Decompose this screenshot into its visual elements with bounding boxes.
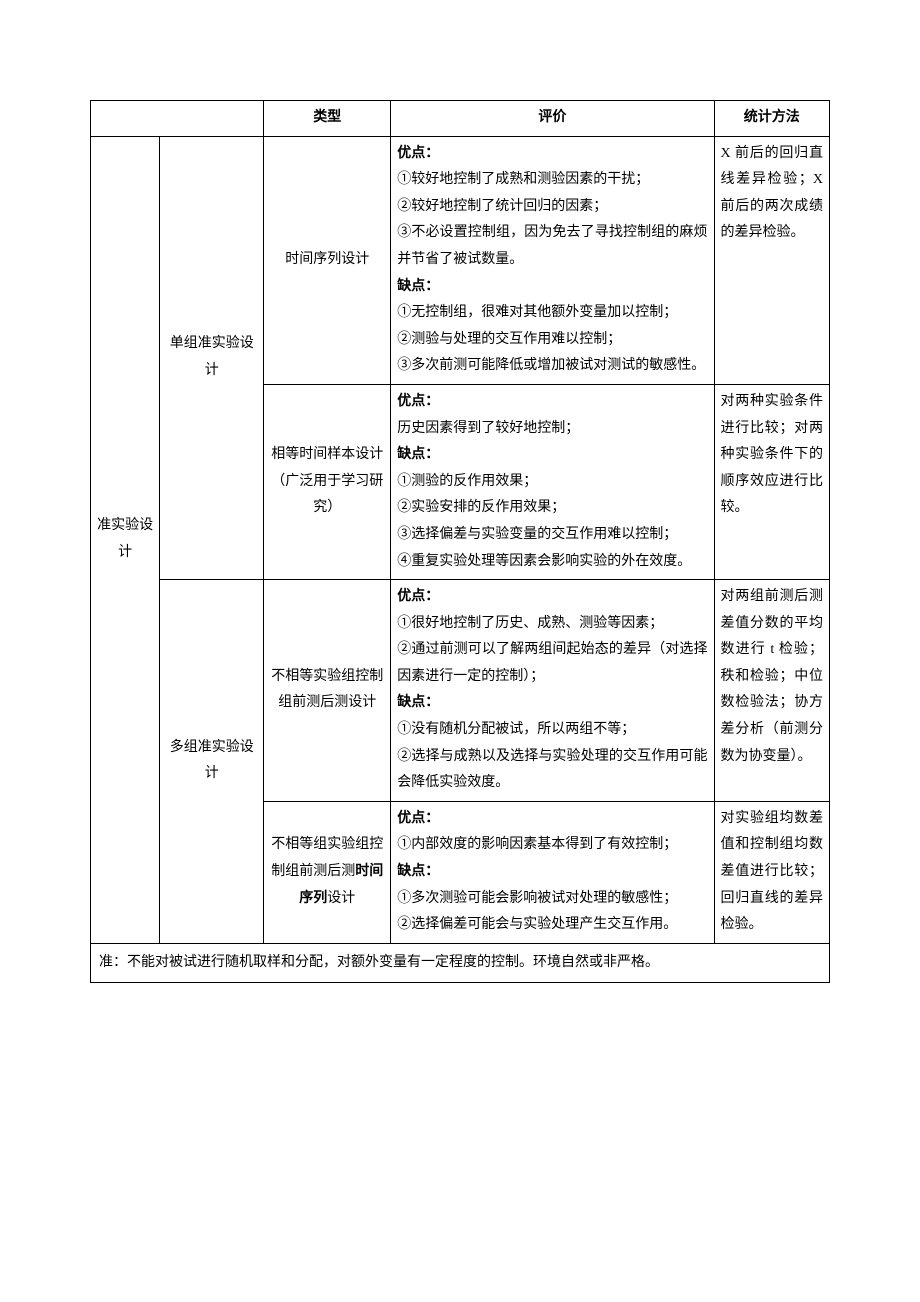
advantage-item: ①很好地控制了历史、成熟、测验等因素； xyxy=(397,616,663,631)
category-main-cell: 准实验设计 xyxy=(91,136,160,943)
advantages-label: 优点： xyxy=(397,589,439,604)
advantages-label: 优点： xyxy=(397,146,439,161)
type-label: 相等时间样本设计 xyxy=(271,447,383,462)
statistics-text: 对两组前测后测差值分数的平均数进行 t 检验；秩和检验；中位数检验法；协方差分析… xyxy=(721,589,823,764)
type-cell: 相等时间样本设计 （广泛用于学习研究） xyxy=(264,384,391,579)
disadvantage-item: ①无控制组，很难对其他额外变量加以控制； xyxy=(397,305,677,320)
advantage-item: ①内部效度的影响因素基本得到了有效控制； xyxy=(397,837,677,852)
group-cell: 单组准实验设计 xyxy=(160,136,264,580)
disadvantages-label: 缺点： xyxy=(397,864,439,879)
type-label: 不相等实验组控制组前测后测设计 xyxy=(271,669,383,711)
footer-cell: 准：不能对被试进行随机取样和分配，对额外变量有一定程度的控制。环境自然或非严格。 xyxy=(91,943,830,983)
disadvantage-item: ②实验安排的反作用效果； xyxy=(397,500,565,515)
group-label: 单组准实验设计 xyxy=(170,336,254,378)
category-main-label: 准实验设计 xyxy=(97,518,153,560)
group-cell: 多组准实验设计 xyxy=(160,580,264,944)
type-note: （广泛用于学习研究） xyxy=(271,474,383,516)
statistics-cell: 对实验组均数差值和控制组均数差值进行比较；回归直线的差异检验。 xyxy=(714,801,829,943)
advantages-label: 优点： xyxy=(397,394,439,409)
statistics-text: X 前后的回归直线差异检验；X 前后的两次成绩的差异检验。 xyxy=(721,146,823,241)
disadvantages-label: 缺点： xyxy=(397,695,439,710)
advantage-item: ②较好地控制了统计回归的因素； xyxy=(397,199,607,214)
disadvantage-item: ①多次测验可能会影响被试对处理的敏感性； xyxy=(397,891,677,906)
advantage-item: 历史因素得到了较好地控制； xyxy=(397,421,579,436)
statistics-cell: 对两种实验条件进行比较；对两种实验条件下的顺序效应进行比较。 xyxy=(714,384,829,579)
header-empty xyxy=(91,101,264,137)
header-statistics: 统计方法 xyxy=(714,101,829,137)
advantages-label: 优点： xyxy=(397,811,439,826)
evaluation-cell: 优点： 历史因素得到了较好地控制； 缺点： ①测验的反作用效果； ②实验安排的反… xyxy=(391,384,714,579)
advantage-item: ③不必设置控制组，因为免去了寻找控制组的麻烦并节省了被试数量。 xyxy=(397,225,707,267)
statistics-cell: 对两组前测后测差值分数的平均数进行 t 检验；秩和检验；中位数检验法；协方差分析… xyxy=(714,580,829,802)
type-cell: 不相等实验组控制组前测后测设计 xyxy=(264,580,391,802)
evaluation-cell: 优点： ①内部效度的影响因素基本得到了有效控制； 缺点： ①多次测验可能会影响被… xyxy=(391,801,714,943)
disadvantage-item: ③选择偏差与实验变量的交互作用难以控制； xyxy=(397,527,677,542)
experiment-design-table: 类型 评价 统计方法 准实验设计 单组准实验设计 时间序列设计 优点： ①较好地… xyxy=(90,100,830,983)
table-row: 多组准实验设计 不相等实验组控制组前测后测设计 优点： ①很好地控制了历史、成熟… xyxy=(91,580,830,802)
type-cell: 不相等组实验组控制组前测后测时间序列设计 xyxy=(264,801,391,943)
disadvantage-item: ①没有随机分配被试，所以两组不等； xyxy=(397,722,635,737)
disadvantage-item: ②测验与处理的交互作用难以控制； xyxy=(397,332,621,347)
disadvantage-item: ②选择偏差可能会与实验处理产生交互作用。 xyxy=(397,917,677,932)
statistics-text: 对实验组均数差值和控制组均数差值进行比较；回归直线的差异检验。 xyxy=(721,811,823,932)
disadvantages-label: 缺点： xyxy=(397,447,439,462)
table-row: 准实验设计 单组准实验设计 时间序列设计 优点： ①较好地控制了成熟和测验因素的… xyxy=(91,136,830,384)
disadvantage-item: ③多次前测可能降低或增加被试对测试的敏感性。 xyxy=(397,358,705,373)
type-cell: 时间序列设计 xyxy=(264,136,391,384)
advantage-item: ①较好地控制了成熟和测验因素的干扰； xyxy=(397,172,649,187)
footer-text: 准：不能对被试进行随机取样和分配，对额外变量有一定程度的控制。环境自然或非严格。 xyxy=(99,955,659,970)
group-label: 多组准实验设计 xyxy=(170,740,254,782)
advantage-item: ②通过前测可以了解两组间起始态的差异（对选择因素进行一定的控制）； xyxy=(397,642,707,684)
type-label: 时间序列设计 xyxy=(285,252,369,267)
evaluation-cell: 优点： ①很好地控制了历史、成熟、测验等因素； ②通过前测可以了解两组间起始态的… xyxy=(391,580,714,802)
header-evaluation: 评价 xyxy=(391,101,714,137)
disadvantage-item: ①测验的反作用效果； xyxy=(397,474,537,489)
evaluation-cell: 优点： ①较好地控制了成熟和测验因素的干扰； ②较好地控制了统计回归的因素； ③… xyxy=(391,136,714,384)
disadvantage-item: ④重复实验处理等因素会影响实验的外在效度。 xyxy=(397,554,691,569)
header-type: 类型 xyxy=(264,101,391,137)
statistics-cell: X 前后的回归直线差异检验；X 前后的两次成绩的差异检验。 xyxy=(714,136,829,384)
type-suffix: 设计 xyxy=(327,891,355,906)
disadvantage-item: ②选择与成熟以及选择与实验处理的交互作用可能会降低实验效度。 xyxy=(397,749,707,791)
statistics-text: 对两种实验条件进行比较；对两种实验条件下的顺序效应进行比较。 xyxy=(721,394,823,515)
table-header-row: 类型 评价 统计方法 xyxy=(91,101,830,137)
disadvantages-label: 缺点： xyxy=(397,279,439,294)
table-footer-row: 准：不能对被试进行随机取样和分配，对额外变量有一定程度的控制。环境自然或非严格。 xyxy=(91,943,830,983)
